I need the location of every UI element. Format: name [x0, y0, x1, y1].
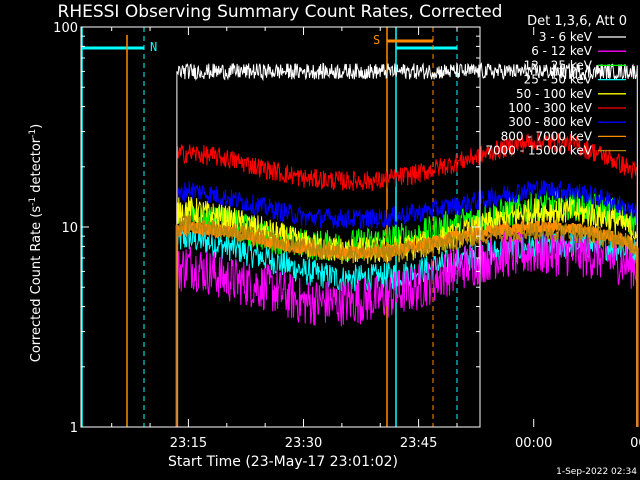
footer-date: 1-Sep-2022 02:34: [556, 467, 637, 477]
y-tick-label: 100: [53, 21, 78, 36]
legend-label: 50 - 100 keV: [516, 87, 593, 101]
legend-label: 800 - 7000 keV: [501, 129, 593, 143]
y-tick-label: 10: [61, 221, 78, 236]
chart-title: RHESSI Observing Summary Count Rates, Co…: [58, 2, 503, 22]
legend-header: Det 1,3,6, Att 0: [527, 14, 627, 29]
x-tick-label: 00:00: [515, 436, 552, 451]
legend-label: 6 - 12 keV: [531, 44, 593, 58]
y-axis-label-part1: Corrected Count Rate (s: [29, 206, 44, 363]
night-label: N: [150, 40, 157, 54]
legend-label: 100 - 300 keV: [508, 101, 592, 115]
y-axis-label-sup1: -1: [28, 197, 38, 206]
legend-label: 7000 - 15000 keV: [485, 144, 592, 158]
series-line: [176, 214, 638, 427]
x-tick-label: 00:15: [630, 436, 640, 451]
y-axis-label: Corrected Count Rate (s-1 detector-1): [28, 124, 44, 362]
x-axis-label: Start Time (23-May-17 23:01:02): [168, 454, 398, 470]
saa-label: S: [373, 33, 380, 47]
y-axis-label-sup2: -1: [28, 129, 38, 138]
legend-label: 300 - 800 keV: [508, 115, 592, 129]
series-line: [176, 62, 638, 427]
series-line: [176, 228, 638, 427]
y-axis-label-part2: detector: [29, 137, 44, 197]
x-tick-label: 23:15: [170, 436, 207, 451]
series-line: [176, 180, 638, 427]
legend-label: 3 - 6 keV: [539, 30, 593, 44]
series-line: [176, 131, 638, 427]
legend-label: 25 - 50 keV: [524, 73, 593, 87]
series-layer: [175, 62, 639, 427]
x-tick-label: 23:45: [400, 436, 437, 451]
series-line: [175, 218, 639, 427]
y-axis-label-part3: ): [29, 124, 44, 129]
y-tick-label: 1: [70, 421, 78, 436]
legend-label: 12 - 25 keV: [524, 58, 593, 72]
x-tick-label: 23:30: [285, 436, 322, 451]
